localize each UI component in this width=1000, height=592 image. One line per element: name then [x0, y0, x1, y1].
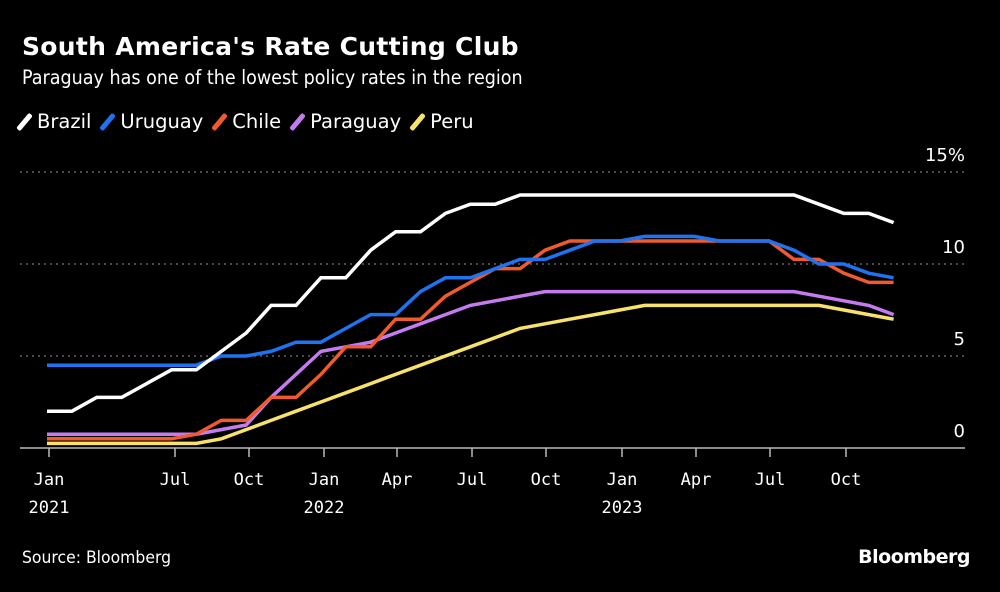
chart-subtitle: Paraguay has one of the lowest policy ra… [22, 66, 523, 89]
source-note: Source: Bloomberg [22, 548, 172, 568]
legend-item-brazil: Brazil [16, 110, 92, 133]
x-tick-year: 2022 [304, 498, 345, 518]
legend: Brazil Uruguay Chile Paraguay Peru [16, 110, 474, 133]
y-tick-label: 0 [954, 421, 965, 442]
series-line-peru [47, 303, 894, 446]
x-tick-label: Jan [34, 470, 65, 490]
y-tick-label: 15% [925, 145, 965, 166]
legend-item-paraguay: Paraguay [289, 110, 402, 133]
legend-label: Peru [430, 110, 474, 133]
legend-item-chile: Chile [211, 110, 282, 133]
legend-item-uruguay: Uruguay [99, 110, 204, 133]
x-tick-label: Oct [831, 470, 862, 490]
x-tick-label: Jul [160, 470, 191, 490]
legend-label: Brazil [37, 110, 92, 133]
x-tick-label: Jan [309, 470, 340, 490]
y-tick-label: 5 [954, 329, 965, 350]
x-tick-label: Jan [607, 470, 638, 490]
legend-label: Paraguay [310, 110, 402, 133]
x-tick-label: Jul [457, 470, 488, 490]
bloomberg-logo: Bloomberg [858, 546, 970, 568]
x-tick-year: 2021 [29, 498, 70, 518]
x-tick-year: 2023 [602, 498, 643, 518]
legend-item-peru: Peru [409, 110, 474, 133]
legend-label: Chile [232, 110, 282, 133]
legend-label: Uruguay [120, 110, 204, 133]
series-line-brazil [47, 193, 895, 413]
series-line-uruguay [47, 234, 894, 367]
series-line-chile [47, 239, 894, 441]
chart-title: South America's Rate Cutting Club [22, 32, 519, 61]
y-tick-label: 10 [942, 237, 965, 258]
series-line-paraguay [47, 289, 895, 436]
x-tick-label: Apr [382, 470, 413, 490]
x-tick-label: Jul [755, 470, 786, 490]
x-tick-label: Apr [681, 470, 712, 490]
x-tick-label: Oct [531, 470, 562, 490]
x-tick-label: Oct [234, 470, 265, 490]
